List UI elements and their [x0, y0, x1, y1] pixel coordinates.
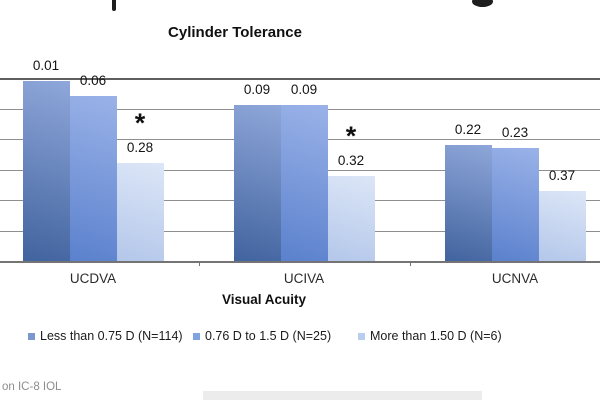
- category-label: UCIVA: [283, 271, 325, 286]
- x-axis-line: [0, 261, 600, 263]
- bar: [491, 148, 539, 261]
- bar-value-label: 0.32: [337, 152, 365, 168]
- legend-label: Less than 0.75 D (N=114): [40, 329, 183, 343]
- legend-label: 0.76 D to 1.5 D (N=25): [205, 329, 332, 343]
- chart-title: Cylinder Tolerance: [168, 24, 302, 41]
- axis-tick: [410, 261, 411, 266]
- bar-value-label: 0.01: [32, 58, 60, 74]
- gridline: [0, 78, 600, 80]
- bar-value-label: 0.28: [126, 140, 154, 156]
- bar-value-label: 0.06: [79, 73, 107, 89]
- significance-asterisk: *: [345, 120, 357, 151]
- legend-swatch-icon: [28, 332, 35, 340]
- legend-swatch-icon: [193, 332, 200, 340]
- bar: [116, 163, 164, 261]
- legend-item: Less than 0.75 D (N=114): [28, 329, 183, 343]
- bar-value-label: 0.22: [454, 122, 482, 138]
- x-axis-title: Visual Acuity: [221, 292, 307, 307]
- bar: [444, 145, 492, 261]
- bar-value-label: 0.09: [290, 82, 318, 98]
- axis-tick: [199, 261, 200, 266]
- legend-swatch-icon: [358, 332, 365, 340]
- bar-value-label: 0.09: [243, 82, 271, 98]
- bottom-gray-bar: [203, 391, 482, 400]
- bar: [327, 175, 375, 261]
- bar-value-label: 0.37: [548, 167, 576, 183]
- legend-item: 0.76 D to 1.5 D (N=25): [193, 329, 331, 343]
- significance-asterisk: *: [134, 108, 146, 139]
- legend-item: More than 1.50 D (N=6): [358, 329, 502, 343]
- category-label: UCDVA: [69, 271, 117, 286]
- bar-value-label: 0.23: [501, 125, 529, 141]
- category-label: UCNVA: [491, 271, 539, 286]
- bar: [22, 81, 70, 261]
- bar: [280, 105, 328, 261]
- cropped-heading-fragment: [472, 0, 493, 7]
- footnote: on IC-8 IOL: [2, 381, 62, 393]
- bar: [69, 96, 117, 261]
- bar: [233, 105, 281, 261]
- legend-label: More than 1.50 D (N=6): [370, 329, 502, 343]
- bar: [538, 190, 586, 261]
- cropped-heading-fragment: [112, 0, 116, 11]
